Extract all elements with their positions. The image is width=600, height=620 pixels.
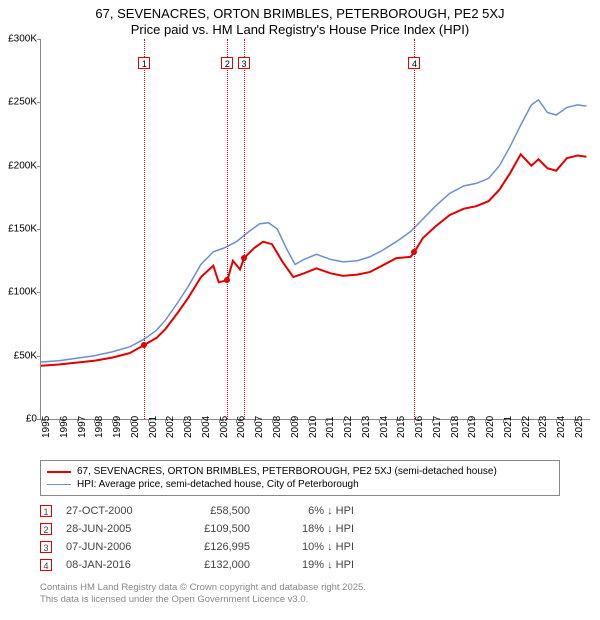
x-tick-label: 2023 [538,416,549,438]
event-price: £132,000 [180,559,250,571]
y-tick-label: £50K [1,350,37,361]
y-tick-label: £150K [1,224,37,235]
footnote: Contains HM Land Registry data © Crown c… [40,582,560,607]
x-tick-label: 2004 [201,416,212,438]
x-tick-label: 2015 [396,416,407,438]
x-tick-label: 2017 [432,416,443,438]
x-tick-label: 2021 [503,416,514,438]
event-vline [414,39,415,419]
y-tick-label: £300K [1,34,37,45]
event-price: £58,500 [180,505,250,517]
x-tick-label: 1995 [41,416,52,438]
events-table: 1 27-OCT-2000 £58,500 6% ↓ HPI 2 28-JUN-2005 £… [40,502,560,574]
x-tick-label: 2019 [467,416,478,438]
chart-title: 67, SEVENACRES, ORTON BRIMBLES, PETERBOR… [0,0,600,39]
legend-item: 67, SEVENACRES, ORTON BRIMBLES, PETERBOR… [47,465,553,478]
event-row: 3 07-JUN-2006 £126,995 10% ↓ HPI [40,538,560,556]
footnote-line1: Contains HM Land Registry data © Crown c… [40,582,560,594]
event-delta: 19% ↓ HPI [264,559,354,571]
y-tick-label: £200K [1,160,37,171]
title-line2: Price paid vs. HM Land Registry's House … [10,22,590,37]
x-tick-label: 2012 [343,416,354,438]
event-row: 1 27-OCT-2000 £58,500 6% ↓ HPI [40,502,560,520]
event-date: 08-JAN-2016 [66,559,166,571]
x-tick-label: 2003 [183,416,194,438]
event-marker: 2 [221,57,233,69]
event-row-marker: 4 [40,559,52,571]
legend-item: HPI: Average price, semi-detached house,… [47,478,553,491]
x-tick-label: 2000 [130,416,141,438]
x-tick-label: 2024 [556,416,567,438]
event-row: 4 08-JAN-2016 £132,000 19% ↓ HPI [40,556,560,574]
x-tick-label: 2006 [236,416,247,438]
x-tick-label: 2010 [308,416,319,438]
event-marker: 3 [238,57,250,69]
chart-plot-area: £0£50K£100K£150K£200K£250K£300K199519961… [40,39,590,420]
x-tick-label: 1997 [77,416,88,438]
x-tick-label: 2007 [254,416,265,438]
x-tick-label: 2009 [290,416,301,438]
x-tick-label: 2014 [379,416,390,438]
event-price: £126,995 [180,541,250,553]
event-date: 07-JUN-2006 [66,541,166,553]
event-dot [224,277,230,283]
x-tick-label: 2016 [414,416,425,438]
x-tick-label: 1998 [94,416,105,438]
event-dot [411,249,417,255]
x-tick-label: 2018 [450,416,461,438]
event-row-marker: 2 [40,523,52,535]
event-dot [241,255,247,261]
event-marker: 4 [408,57,420,69]
x-tick-label: 2005 [219,416,230,438]
footnote-line2: This data is licensed under the Open Gov… [40,594,560,606]
x-tick-label: 2011 [325,416,336,438]
event-row-marker: 3 [40,541,52,553]
x-tick-label: 2020 [485,416,496,438]
x-tick-label: 2013 [361,416,372,438]
x-tick-label: 2002 [165,416,176,438]
series-property [41,154,586,365]
legend-box: 67, SEVENACRES, ORTON BRIMBLES, PETERBOR… [40,460,560,496]
x-tick-label: 2022 [521,416,532,438]
legend-swatch [47,471,71,473]
legend-label: HPI: Average price, semi-detached house,… [77,479,359,490]
series-hpi [41,100,586,362]
title-line1: 67, SEVENACRES, ORTON BRIMBLES, PETERBOR… [10,6,590,21]
x-tick-label: 2008 [272,416,283,438]
legend-swatch [47,484,71,485]
event-date: 27-OCT-2000 [66,505,166,517]
x-tick-label: 2001 [148,416,159,438]
event-date: 28-JUN-2005 [66,523,166,535]
event-delta: 18% ↓ HPI [264,523,354,535]
x-tick-label: 1996 [59,416,70,438]
event-row-marker: 1 [40,505,52,517]
chart-svg [41,39,590,419]
event-delta: 10% ↓ HPI [264,541,354,553]
event-vline [144,39,145,419]
x-tick-label: 1999 [112,416,123,438]
event-vline [244,39,245,419]
legend-label: 67, SEVENACRES, ORTON BRIMBLES, PETERBOR… [77,466,497,477]
x-tick-label: 2025 [574,416,585,438]
event-dot [141,342,147,348]
event-vline [227,39,228,419]
y-tick-label: £0 [1,414,37,425]
y-tick-label: £250K [1,97,37,108]
event-delta: 6% ↓ HPI [264,505,354,517]
event-marker: 1 [138,57,150,69]
y-tick-label: £100K [1,287,37,298]
event-row: 2 28-JUN-2005 £109,500 18% ↓ HPI [40,520,560,538]
event-price: £109,500 [180,523,250,535]
